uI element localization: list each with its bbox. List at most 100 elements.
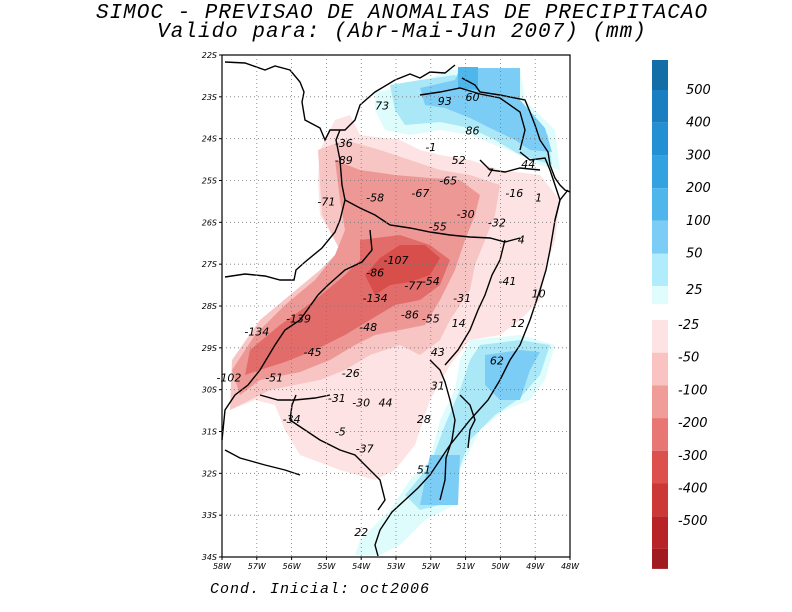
colorbar-segment	[652, 60, 668, 90]
anomaly-value-label: -86	[401, 309, 419, 322]
lat-tick-label: 29S	[202, 344, 217, 353]
axis-ticks: 22S23S24S25S26S27S28S29S30S31S32S33S34S5…	[202, 51, 580, 571]
lat-tick-label: 22S	[202, 51, 217, 60]
anomaly-value-label: -107	[384, 254, 409, 267]
anomaly-value-label: -89	[335, 154, 353, 167]
anomaly-value-label: 44	[521, 158, 535, 171]
anomaly-value-label: -71	[317, 196, 335, 209]
anomaly-value-label: 52	[452, 154, 466, 167]
anomaly-value-label: -30	[457, 208, 475, 221]
anomaly-value-label: 4	[518, 233, 525, 246]
colorbar-label: -300	[678, 449, 708, 464]
shade-pos100-south-strip	[420, 455, 460, 505]
political-borders	[221, 61, 571, 557]
anomaly-value-label: -65	[439, 175, 457, 188]
border-line	[289, 394, 386, 511]
anomaly-value-label: 93	[438, 95, 452, 108]
lat-tick-label: 26S	[202, 218, 217, 227]
shade-neg300	[365, 245, 440, 295]
lat-tick-label: 33S	[202, 511, 217, 520]
anomaly-value-label: -58	[366, 191, 384, 204]
colorbar-segment	[652, 155, 668, 189]
initial-condition-label: Cond. Inicial: oct2006	[210, 581, 431, 598]
anomaly-value-label: -54	[422, 275, 440, 288]
colorbar-segment	[652, 286, 668, 305]
colorbar-segment	[652, 516, 668, 549]
anomaly-value-label: 62	[490, 355, 504, 368]
colorbar-segment	[652, 450, 668, 484]
anomaly-value-label: -31	[328, 392, 346, 405]
anomaly-value-label: -55	[422, 313, 440, 326]
colorbar-label: -500	[678, 514, 708, 529]
colorbar-label: 200	[686, 181, 711, 196]
colorbar-segment	[652, 122, 668, 156]
anomaly-value-label: 22	[354, 526, 368, 539]
colorbar-segment	[652, 220, 668, 254]
colorbar-segment	[652, 188, 668, 221]
anomaly-value-label: -32	[488, 217, 506, 230]
colorbar-segment	[652, 253, 668, 287]
colorbar-segment	[652, 385, 668, 419]
lat-tick-label: 24S	[202, 135, 217, 144]
border-line	[519, 151, 561, 221]
lon-tick-label: 57W	[248, 562, 267, 571]
anomaly-value-label: -45	[303, 346, 321, 359]
colorbar-label: -100	[678, 383, 708, 398]
anomaly-value-label: -30	[352, 396, 370, 409]
anomaly-value-label: -67	[411, 187, 429, 200]
lon-tick-label: 51W	[457, 562, 476, 571]
anomaly-value-label: -48	[359, 321, 377, 334]
lat-tick-label: 30S	[202, 386, 217, 395]
anomaly-value-label: -134	[363, 292, 388, 305]
anomaly-value-label: 43	[431, 346, 445, 359]
anomaly-value-label: -77	[404, 279, 422, 292]
anomaly-value-label: -102	[216, 371, 241, 384]
border-line	[259, 394, 331, 401]
lon-tick-label: 55W	[317, 562, 336, 571]
colorbar-label: 300	[686, 148, 711, 163]
lon-tick-label: 53W	[387, 562, 406, 571]
anomaly-value-label: 60	[466, 91, 480, 104]
shade-pos100-south	[485, 350, 540, 400]
anomaly-value-label: 51	[417, 463, 431, 476]
anomaly-value-label: -34	[283, 413, 301, 426]
lat-tick-label: 28S	[202, 302, 217, 311]
border-line	[461, 77, 571, 193]
lat-tick-label: 25S	[202, 177, 217, 186]
border-line	[224, 129, 346, 281]
anomaly-value-label: -37	[356, 442, 374, 455]
border-line	[459, 394, 476, 449]
lon-tick-label: 48W	[561, 562, 580, 571]
border-line	[221, 229, 373, 441]
anomaly-value-label: -16	[505, 187, 523, 200]
border-line	[479, 159, 541, 173]
border-line	[224, 449, 301, 476]
colorbar-segment	[652, 90, 668, 123]
anomaly-value-label: 44	[379, 396, 393, 409]
colorbar-segment	[652, 352, 668, 386]
colorbar-label: -400	[678, 482, 708, 497]
anomaly-value-label: -134	[244, 325, 269, 338]
lon-tick-label: 50W	[491, 562, 510, 571]
colorbar-label: -200	[678, 416, 708, 431]
anomaly-value-label: -26	[342, 367, 360, 380]
anomaly-value-label: 31	[431, 380, 445, 393]
lon-tick-label: 56W	[283, 562, 302, 571]
anomaly-value-label: -41	[498, 275, 516, 288]
colorbar-label: -50	[678, 351, 699, 366]
border-line	[419, 87, 526, 151]
colorbar-label: 400	[686, 116, 711, 131]
border-line	[444, 239, 506, 366]
anomaly-value-label: 1	[535, 191, 542, 204]
map-title: SIMOC - PREVISAO DE ANOMALIAS DE PRECIPI…	[95, 2, 709, 25]
anomaly-value-label: -139	[286, 313, 311, 326]
anomaly-value-label: -1	[425, 141, 436, 154]
anomaly-value-label: 7	[486, 166, 493, 179]
lon-tick-label: 52W	[422, 562, 441, 571]
anomaly-value-label: 73	[375, 99, 389, 112]
lat-tick-label: 31S	[202, 428, 217, 437]
lat-tick-label: 27S	[202, 260, 217, 269]
color-scale-legend: 500 400 300 200 100 50 25 -25 -50 -100 -200 -300 -40…	[652, 60, 711, 569]
anomaly-value-label: -51	[265, 371, 283, 384]
